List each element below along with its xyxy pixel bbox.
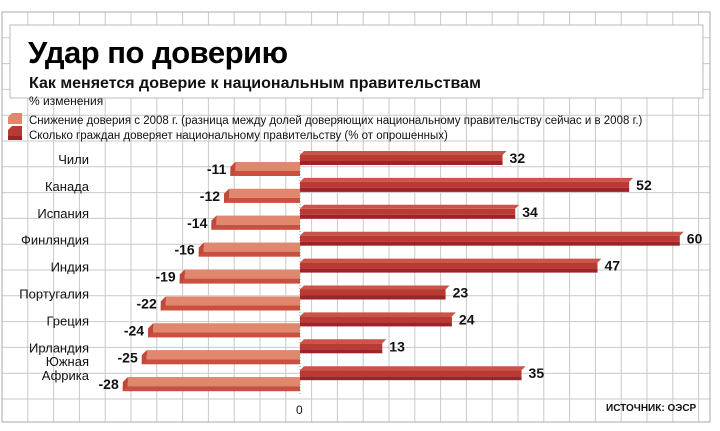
trust-value-label: 34 [522,204,538,220]
trust-bar-shade [300,241,680,246]
decline-bar-end [160,296,166,311]
trust-bar-shade [300,376,522,381]
decline-bar [127,377,300,387]
trust-bar-shade [300,268,598,273]
legend-swatch-decline [8,113,22,124]
legend: Снижение доверия с 2008 г. (разница межд… [8,113,643,142]
trust-bar-top [300,151,507,155]
trust-bar [300,370,522,377]
decline-bar [146,350,300,360]
decline-bar-shade [148,332,300,338]
decline-bar [184,269,300,279]
trust-bar-top [300,177,634,182]
legend-swatch-trust-shade [8,136,22,140]
category-label: Южная [46,354,89,369]
decline-bar [165,296,300,306]
decline-bar-shade [230,171,300,176]
category-label: Испания [37,206,89,221]
trust-bar-top [300,312,456,317]
category-label: Финляндия [21,233,89,248]
decline-bar-shade [224,197,300,203]
category-label: Чили [58,152,89,167]
trust-bar-shade [300,161,503,165]
decline-value-label: -25 [118,349,138,365]
trust-bar [300,262,598,269]
trust-value-label: 60 [687,231,703,247]
decline-value-label: -19 [155,269,175,285]
trust-bar-top [300,258,602,263]
trust-bar-shade [300,322,452,327]
decline-bar [229,188,300,198]
trust-bar [300,316,452,323]
decline-bar-end [122,377,128,392]
unit-label: % изменения [29,94,103,108]
trust-bar-top [300,366,526,371]
category-label: Португалия [19,287,89,302]
decline-value-label: -22 [137,296,157,312]
decline-value-label: -14 [187,215,207,231]
trust-bar [300,208,516,215]
trust-value-label: 24 [459,311,475,327]
decline-bar-shade [198,251,300,257]
decline-value-label: -28 [99,376,119,392]
decline-value-label: -11 [207,161,227,177]
legend-label-trust: Сколько граждан доверяет национальному п… [29,130,448,142]
decline-bar-shade [160,305,300,311]
trust-bar [300,343,383,350]
trust-value-label: 52 [636,177,652,193]
trust-bar-top [300,285,450,290]
category-label: Индия [51,260,89,275]
legend-label-decline: Снижение доверия с 2008 г. (разница межд… [29,115,643,127]
trust-bar [300,289,446,296]
trust-value-label: 13 [389,338,405,354]
decline-value-label: -16 [174,242,194,258]
category-label-line2: Африка [42,368,90,383]
decline-bar [216,215,300,225]
decline-bar [153,323,300,333]
trust-value-label: 23 [453,285,469,301]
trust-bar-top [300,339,387,344]
x-tick-label-0: 0 [296,403,303,417]
decline-bar [203,242,300,252]
decline-bar-shade [122,386,300,392]
chart-title: Удар по доверию [28,35,288,70]
decline-bar [235,162,300,171]
trust-bar [300,235,680,242]
category-label: Греция [46,313,89,328]
trust-bar [300,181,630,188]
decline-bar-end [198,242,204,257]
trust-bar-shade [300,349,383,354]
trust-bar-shade [300,214,516,219]
decline-bar-end [224,188,230,203]
trust-bar [300,155,503,161]
source-label: ИСТОЧНИК: ОЭСР [606,403,697,414]
trust-value-label: 47 [605,258,621,274]
category-label: Канада [45,179,90,194]
decline-value-label: -12 [200,188,220,204]
decline-bar-end [179,269,185,284]
trust-bar-top [300,231,684,236]
category-label: Ирландия [29,340,89,355]
trust-bar-top [300,204,520,209]
decline-bar-shade [141,359,300,365]
decline-bar-shade [211,224,300,230]
decline-bar-end [230,162,236,176]
decline-bar-shade [179,278,300,284]
trust-bar-shade [300,295,446,300]
decline-bar-end [148,323,154,338]
title-panel [9,24,704,99]
chart-subtitle: Как меняется доверие к национальным прав… [29,75,481,92]
trust-value-label: 32 [510,150,526,166]
trust-value-label: 35 [529,365,545,381]
decline-bar-end [211,215,217,230]
decline-value-label: -24 [124,322,144,338]
trust-bar-shade [300,187,630,192]
decline-bar-end [141,350,147,365]
grid-border [1,11,711,423]
